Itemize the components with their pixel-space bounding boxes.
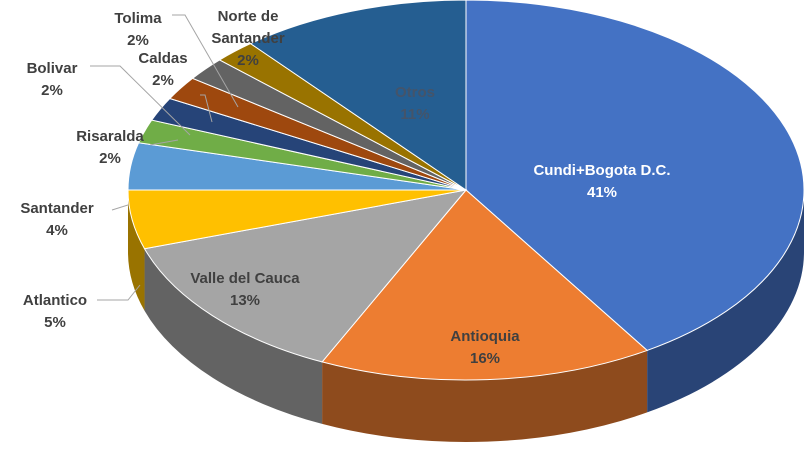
category-label: Otros — [394, 84, 435, 101]
leader-line — [149, 139, 179, 146]
data-label: Valle del Cauca 13% — [145, 268, 345, 312]
value-label: 41% — [586, 184, 618, 201]
category-label: Bolivar — [26, 60, 78, 77]
data-label: Norte de Santander 2% — [193, 6, 303, 72]
slice-side — [647, 190, 804, 413]
data-label: Tolima 2% — [98, 8, 178, 52]
value-label: 13% — [229, 292, 261, 309]
category-label: Antioquia — [450, 328, 520, 345]
slice — [249, 0, 467, 191]
data-label: Santander 4% — [7, 198, 107, 242]
category-label: Atlantico — [22, 292, 88, 309]
leader-line — [200, 94, 213, 123]
value-label: 11% — [400, 106, 430, 123]
category-label: Risaralda — [76, 128, 144, 145]
leader-line — [111, 204, 129, 211]
data-label: Atlantico 5% — [5, 290, 105, 334]
slice — [321, 189, 649, 381]
value-label: 5% — [44, 314, 66, 331]
category-label: Caldas — [138, 50, 188, 67]
category-label: Valle del Cauca — [190, 270, 300, 287]
leader-line — [90, 65, 191, 136]
data-label: Otros 11% — [375, 82, 455, 126]
category-label: Norte de Santander — [211, 8, 285, 47]
value-label: 2% — [127, 32, 149, 49]
value-label: 2% — [152, 72, 174, 89]
data-label: Caldas 2% — [123, 48, 203, 92]
value-label: 2% — [41, 82, 63, 99]
leader-line — [97, 284, 141, 301]
data-label: Cundi+Bogota D.C. 41% — [527, 160, 677, 204]
slice-side — [322, 350, 648, 442]
slice-side — [144, 248, 323, 424]
value-label: 2% — [237, 52, 259, 69]
value-label: 4% — [46, 222, 68, 239]
category-label: Santander — [20, 200, 94, 217]
value-label: 2% — [99, 150, 121, 167]
category-label: Tolima — [114, 10, 162, 27]
data-label: Bolivar 2% — [7, 58, 97, 102]
value-label: 16% — [469, 350, 501, 367]
slice — [465, 0, 804, 351]
slice — [143, 189, 468, 363]
leader-line — [172, 14, 239, 108]
data-label: Antioquia 16% — [415, 326, 555, 370]
category-label: Cundi+Bogota D.C. — [533, 162, 671, 179]
data-label: Risaralda 2% — [60, 126, 160, 170]
